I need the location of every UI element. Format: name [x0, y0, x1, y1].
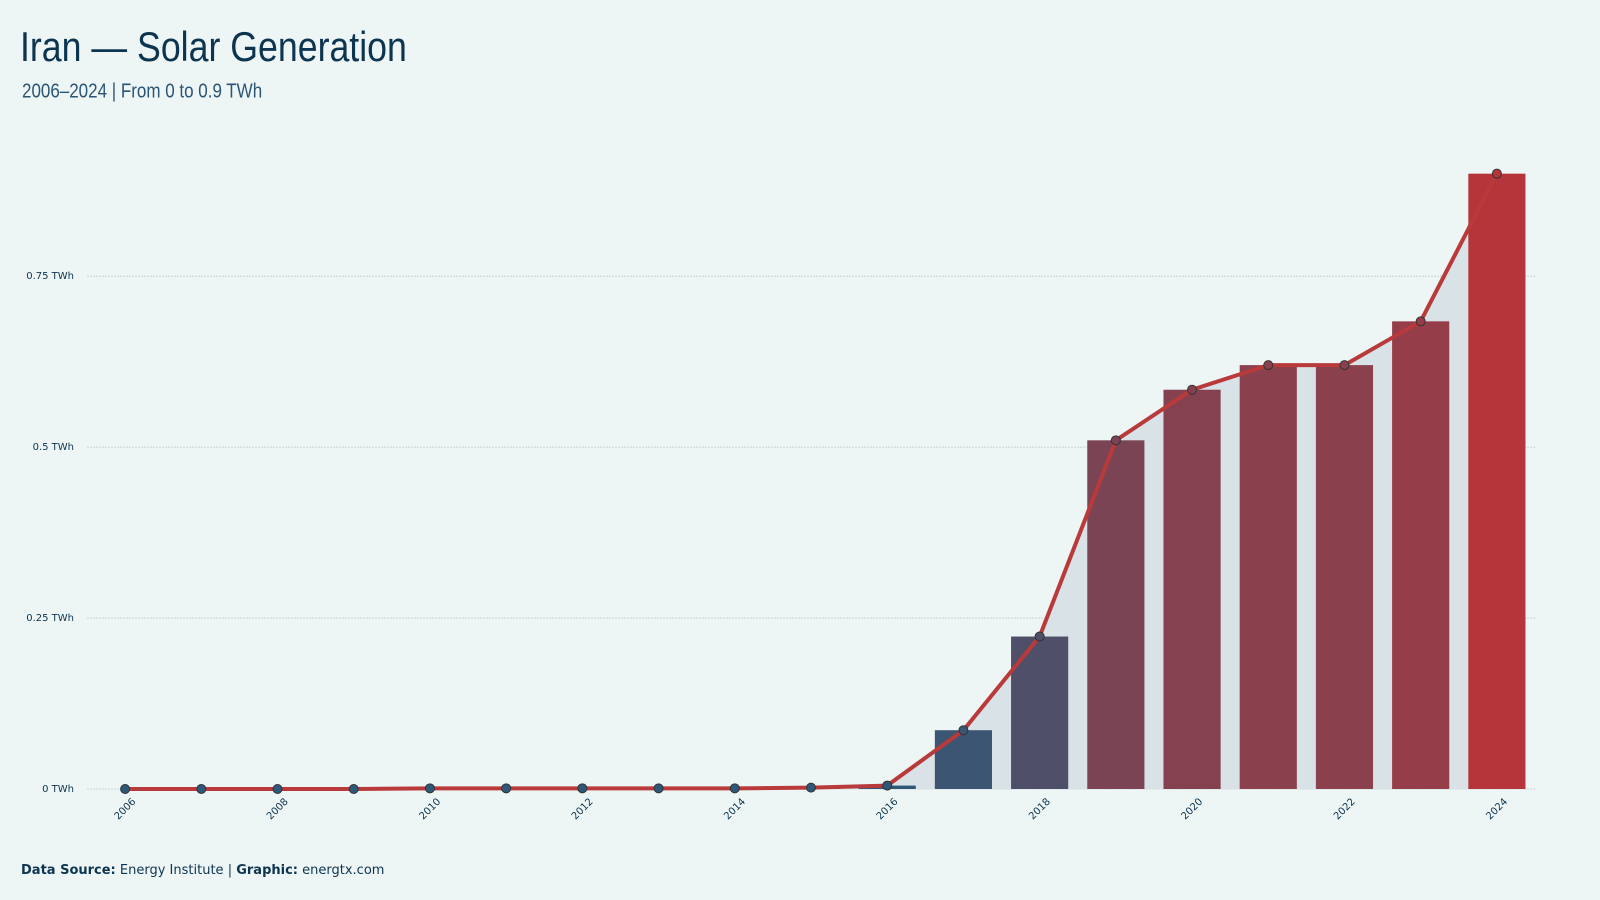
point: [1110, 435, 1121, 446]
source: Energy Institute: [120, 863, 224, 878]
x-tick-label: 2014: [722, 796, 748, 822]
y-tick-label: 0.5 TWh: [33, 442, 74, 453]
point: [1034, 631, 1045, 642]
point: [729, 783, 740, 794]
point: [120, 784, 131, 794]
bar: [1392, 321, 1450, 789]
x-tick-label: 2016: [875, 796, 901, 822]
area: [125, 173, 1497, 789]
chart-subtitle: 2006–2024 | From 0 to 0.9 TWh: [22, 79, 262, 102]
point: [577, 783, 588, 794]
chart-title: Iran — Solar Generation: [20, 24, 407, 70]
point: [501, 783, 512, 794]
point: [348, 784, 359, 794]
x-tick-label: 2012: [570, 796, 596, 822]
y-tick-label: 0.75 TWh: [26, 271, 74, 282]
bar: [1315, 365, 1374, 789]
x-tick-label: 2010: [417, 796, 443, 822]
x-tick-label: 2022: [1332, 796, 1358, 822]
graphic: energtx.com: [302, 863, 384, 878]
bar: [1087, 440, 1145, 789]
x-tick-label: 2018: [1027, 796, 1053, 822]
footer: Data Source: Energy Institute | Graphic:…: [21, 863, 384, 878]
point: [653, 783, 664, 794]
point: [424, 783, 435, 794]
point: [1187, 384, 1198, 395]
point: [1263, 360, 1274, 371]
separator: |: [228, 863, 232, 878]
bar: [1239, 365, 1297, 789]
x-tick-label: 2024: [1484, 796, 1510, 822]
y-tick-label: 0.25 TWh: [26, 613, 74, 624]
graphic-label: Graphic:: [236, 863, 298, 878]
point: [1415, 316, 1426, 327]
point: [882, 780, 893, 791]
bar: [1468, 173, 1526, 789]
point: [958, 725, 969, 736]
point: [1491, 168, 1502, 179]
point: [806, 782, 816, 793]
point: [1339, 360, 1350, 371]
source-label: Data Source:: [21, 863, 116, 878]
x-tick-label: 2020: [1180, 796, 1206, 822]
bar: [934, 730, 992, 789]
x-tick-label: 2008: [265, 796, 291, 822]
x-tick-label: 2006: [113, 796, 139, 822]
bar: [1163, 389, 1221, 789]
point: [272, 784, 283, 794]
point: [196, 784, 207, 794]
y-tick-label: 0 TWh: [42, 784, 74, 795]
